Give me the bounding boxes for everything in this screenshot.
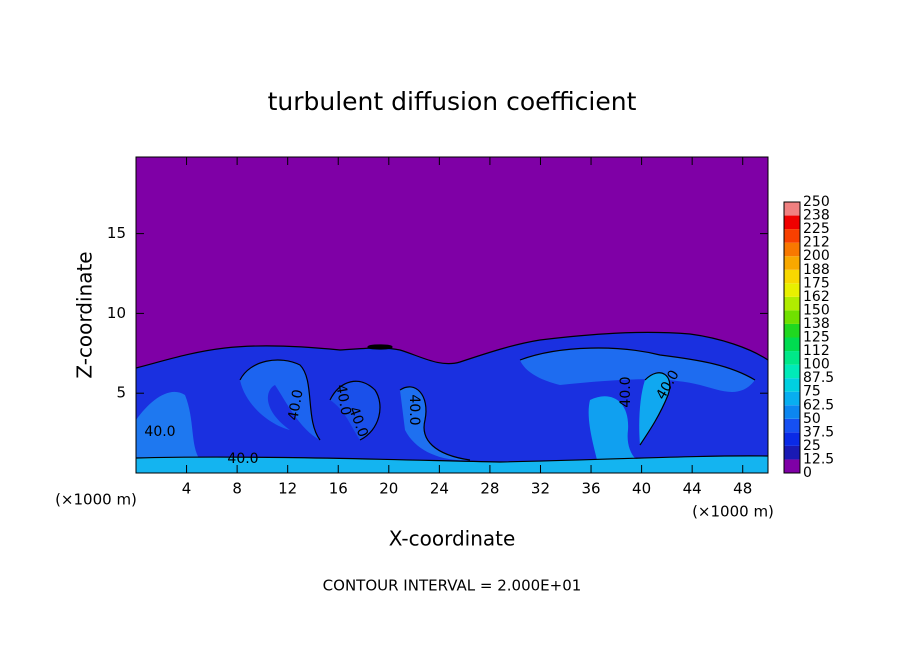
colorbar-cell [784, 378, 800, 392]
field-region [588, 396, 660, 472]
colorbar-cell [784, 323, 800, 338]
y-tick-label: 10 [107, 304, 126, 322]
x-tick-label: 44 [683, 480, 702, 498]
field-region [136, 391, 200, 460]
x-tick-label: 40 [632, 480, 651, 498]
colorbar-cell [784, 337, 800, 352]
colorbar-label: 212 [803, 235, 830, 251]
colorbar-label: 138 [803, 316, 830, 332]
colorbar-label: 150 [803, 302, 830, 318]
contour-line [135, 331, 769, 369]
colorbar-cell [784, 418, 800, 433]
plot-frame [135, 156, 769, 474]
contour-line [519, 347, 756, 381]
field-region [639, 372, 670, 445]
x-tick-label: 20 [379, 480, 398, 498]
contour-line [239, 359, 321, 441]
x-tick-label: 24 [430, 480, 449, 498]
colorbar-cell [784, 215, 800, 230]
colorbar-cell [784, 405, 800, 419]
field: 40.0 40.0 40.0 40.0 40.0 40.0 40.0 40.0 [135, 157, 769, 473]
colorbar-label: 200 [803, 248, 830, 264]
contour-label: 40.0 [227, 451, 258, 467]
x-tick-label: 28 [480, 480, 499, 498]
colorbar-cell [784, 310, 800, 324]
colorbar-label: 125 [803, 330, 830, 346]
contour-line [639, 372, 671, 446]
colorbar-label: 112 [803, 343, 830, 359]
colorbar-label: 0 [803, 465, 812, 481]
field-region [520, 348, 755, 392]
colorbar-label: 238 [803, 208, 830, 224]
colorbar-label: 162 [803, 289, 830, 305]
colorbar-cell [784, 229, 800, 243]
colorbar-label: 75 [803, 384, 821, 400]
colorbar-cell [784, 351, 800, 365]
contour-label: 40.0 [285, 388, 306, 421]
x-unit: (×1000 m) [692, 503, 774, 521]
colorbar-label: 250 [803, 194, 830, 210]
colorbar-cell [784, 202, 800, 216]
colorbar-label: 25 [803, 438, 821, 454]
x-tick-label: 48 [733, 480, 752, 498]
x-tick-label: 36 [581, 480, 600, 498]
y-tick-label: 15 [107, 224, 126, 242]
colorbar-cell [784, 296, 800, 311]
y-unit: (×1000 m) [55, 491, 137, 509]
colorbar-cell [784, 459, 800, 473]
colorbar-cell [784, 432, 800, 446]
colorbar-label: 188 [803, 262, 830, 278]
x-tick-label: 8 [232, 480, 242, 498]
contour-label: 40.0 [144, 424, 175, 440]
colorbar-cell [784, 242, 800, 257]
colorbar-label: 12.5 [803, 451, 834, 467]
contour-label: 40.0 [332, 383, 353, 416]
field-region [330, 381, 380, 440]
colorbar-label: 50 [803, 411, 821, 427]
field-region [240, 360, 320, 440]
x-tick-label: 16 [329, 480, 348, 498]
x-tick-label: 12 [278, 480, 297, 498]
colorbar-cell [784, 364, 800, 379]
contour-label: 40.0 [406, 394, 422, 425]
field-region [136, 455, 768, 473]
colorbar-frame [783, 201, 801, 474]
x-axis-label: X-coordinate [389, 527, 516, 551]
chart-title: turbulent diffusion coefficient [268, 87, 637, 116]
colorbar-cell [784, 269, 800, 284]
field-region [400, 386, 470, 461]
contour-line [399, 386, 471, 461]
contour-line [367, 344, 393, 350]
contour-label: 40.0 [618, 376, 634, 407]
contour-line [329, 380, 381, 441]
colorbar-label: 175 [803, 275, 830, 291]
colorbar-label: 37.5 [803, 424, 834, 440]
colorbar-cell [784, 256, 800, 270]
contour-line [135, 455, 769, 463]
colorbar-cell [784, 391, 800, 406]
y-axis-label: Z-coordinate [73, 251, 97, 378]
colorbar-label: 225 [803, 221, 830, 237]
x-tick-label: 32 [531, 480, 550, 498]
colorbar-cell [784, 445, 800, 460]
y-tick-label: 5 [116, 384, 126, 402]
colorbar-cell [784, 283, 800, 297]
colorbar-label: 62.5 [803, 397, 834, 413]
colorbar-label: 100 [803, 357, 830, 373]
colorbar-label: 87.5 [803, 370, 834, 386]
x-tick-label: 4 [182, 480, 192, 498]
footer: CONTOUR INTERVAL = 2.000E+01 [323, 577, 582, 595]
